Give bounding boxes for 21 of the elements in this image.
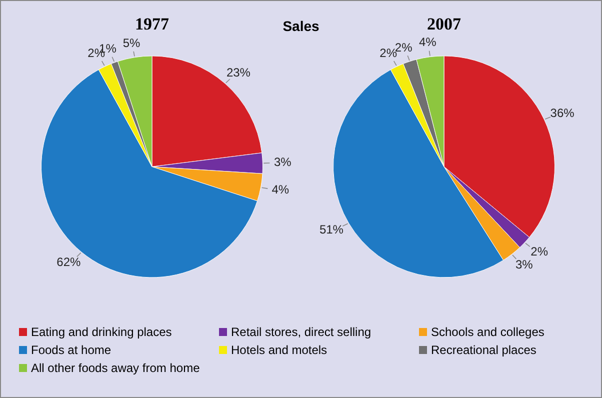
legend-label: Hotels and motels	[231, 343, 328, 357]
data-label: 3%	[274, 155, 292, 170]
data-label: 3%	[515, 258, 534, 272]
legend-label: Recreational places	[431, 343, 536, 357]
legend-label: All other foods away from home	[31, 361, 200, 375]
data-label: 5%	[122, 36, 141, 50]
legend-label: Schools and colleges	[431, 325, 544, 339]
data-label: 2%	[530, 244, 548, 258]
data-label: 51%	[319, 222, 344, 237]
data-label: 62%	[56, 255, 81, 270]
data-label: 36%	[550, 106, 575, 120]
chart-title: 1977	[135, 14, 170, 34]
legend-label: Foods at home	[31, 343, 112, 357]
data-label: 2%	[380, 46, 398, 60]
data-label: 4%	[418, 35, 437, 50]
data-label: 23%	[226, 65, 251, 80]
legend-label: Eating and drinking places	[31, 325, 172, 339]
text: Sales	[282, 18, 320, 34]
data-label: 4%	[272, 182, 290, 196]
legend-label: Retail stores, direct selling	[231, 325, 372, 339]
chart-title: 2007	[427, 14, 462, 34]
